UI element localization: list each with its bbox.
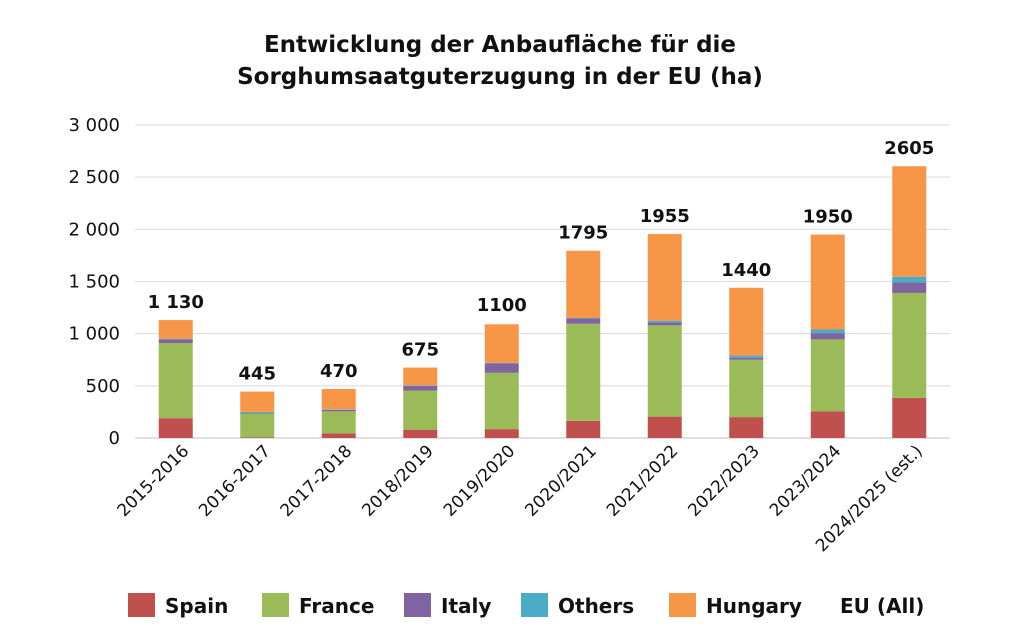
total-label: 1100 <box>477 295 527 316</box>
bar-segment-others <box>729 355 764 358</box>
bar-segment-france <box>158 343 193 419</box>
legend-swatch-others <box>521 593 548 617</box>
total-label: 1955 <box>640 206 690 227</box>
y-tick-label: 1 500 <box>68 272 120 293</box>
legend-swatch-spain <box>128 593 155 617</box>
legend-swatch-france <box>262 593 289 617</box>
bar-segment-france <box>240 413 275 438</box>
bar-segment-france <box>810 339 845 412</box>
bar-segment-spain <box>647 416 682 438</box>
total-label: 1795 <box>558 223 608 244</box>
bar-segment-others <box>403 385 438 386</box>
bar-segment-hungary <box>729 287 764 356</box>
legend: Spain France Italy Others Hungary EU (All) <box>128 593 924 618</box>
bar-segment-spain <box>240 437 275 438</box>
bar-segment-italy <box>810 333 845 340</box>
total-label: 1440 <box>721 260 771 281</box>
bar-segment-italy <box>158 339 193 344</box>
legend-label-eu-all: EU (All) <box>840 594 924 618</box>
legend-label-italy: Italy <box>441 594 491 618</box>
x-tick-label: 2021/2022 <box>603 441 682 520</box>
x-tick-label: 2015-2016 <box>114 441 194 521</box>
bar-segment-hungary <box>647 234 682 321</box>
bar-segment-spain <box>892 397 927 438</box>
x-tick-label: 2019/2020 <box>440 441 519 520</box>
x-tick-label: 2023/2024 <box>766 441 845 520</box>
bar-segment-italy <box>321 409 356 412</box>
bar-segment-france <box>403 390 438 430</box>
bar-segment-spain <box>403 429 438 438</box>
legend-label-hungary: Hungary <box>706 594 802 618</box>
bar-segment-france <box>484 372 519 430</box>
bar-segment-hungary <box>158 320 193 339</box>
total-label: 470 <box>320 361 358 382</box>
legend-swatch-italy <box>404 593 431 617</box>
bar-segment-spain <box>484 429 519 438</box>
gridlines <box>135 124 950 439</box>
bar-segment-italy <box>403 385 438 391</box>
x-axis: 2015-2016 2016-2017 2017-2018 2018/2019 2019… <box>114 441 927 556</box>
bar-segment-others <box>240 411 275 413</box>
y-tick-label: 0 <box>109 428 120 449</box>
bar-segment-spain <box>810 411 845 438</box>
bar-segment-hungary <box>892 166 927 277</box>
x-tick-label: 2016-2017 <box>195 441 275 521</box>
legend-label-others: Others <box>558 594 634 618</box>
bar-segment-italy <box>647 322 682 326</box>
total-label: 675 <box>401 340 439 361</box>
bar-segment-france <box>729 359 764 418</box>
bar-segment-spain <box>729 417 764 438</box>
bar-segment-hungary <box>566 250 601 319</box>
chart-title-line-1: Entwicklung der Anbaufläche für die <box>264 32 736 58</box>
bar-segment-hungary <box>403 367 438 386</box>
bar-segment-italy <box>484 363 519 373</box>
total-labels: 1 130 445 470 675 1100 1795 1955 1440 1950 2605 <box>148 138 935 384</box>
bar-segment-france <box>647 325 682 417</box>
total-label: 1950 <box>803 207 853 228</box>
y-axis: 0 500 1 000 1 500 2 000 2 500 3 000 <box>68 115 120 449</box>
bar-segment-italy <box>892 282 927 293</box>
chart-title-line-2: Sorghumsaatguterzugung in der EU (ha) <box>237 64 763 90</box>
x-tick-label: 2022/2023 <box>684 441 763 520</box>
total-label: 2605 <box>884 138 934 159</box>
y-tick-label: 2 500 <box>68 167 120 188</box>
legend-label-france: France <box>299 594 374 618</box>
x-tick-label: 2018/2019 <box>358 441 437 520</box>
total-label: 1 130 <box>148 292 204 313</box>
bar-segment-hungary <box>321 388 356 410</box>
bar-segment-others <box>647 320 682 323</box>
bar-segment-hungary <box>810 234 845 330</box>
legend-label-spain: Spain <box>165 594 228 618</box>
bar-segment-italy <box>240 412 275 414</box>
bar-segment-france <box>892 292 927 398</box>
bar-segment-others <box>321 409 356 410</box>
bar-segment-others <box>566 318 601 319</box>
y-tick-label: 3 000 <box>68 115 120 136</box>
bar-segment-france <box>566 323 601 421</box>
bar-segment-italy <box>566 318 601 324</box>
bar-segment-hungary <box>240 391 275 412</box>
bar-segment-others <box>158 338 193 340</box>
bar-segment-italy <box>729 357 764 360</box>
bar-segment-others <box>892 276 927 283</box>
bar-segment-hungary <box>484 324 519 363</box>
bar-segment-france <box>321 411 356 434</box>
y-tick-label: 500 <box>86 376 120 397</box>
bar-segment-spain <box>158 418 193 438</box>
legend-swatch-hungary <box>669 593 696 617</box>
x-tick-label: 2017-2018 <box>277 441 357 521</box>
x-tick-label: 2020/2021 <box>521 441 600 520</box>
bar-segment-others <box>484 362 519 364</box>
total-label: 445 <box>238 364 276 385</box>
bar-segment-spain <box>321 433 356 438</box>
bar-segment-others <box>810 329 845 334</box>
y-tick-label: 2 000 <box>68 219 120 240</box>
bars <box>158 166 927 438</box>
y-tick-label: 1 000 <box>68 324 120 345</box>
bar-segment-spain <box>566 420 601 438</box>
